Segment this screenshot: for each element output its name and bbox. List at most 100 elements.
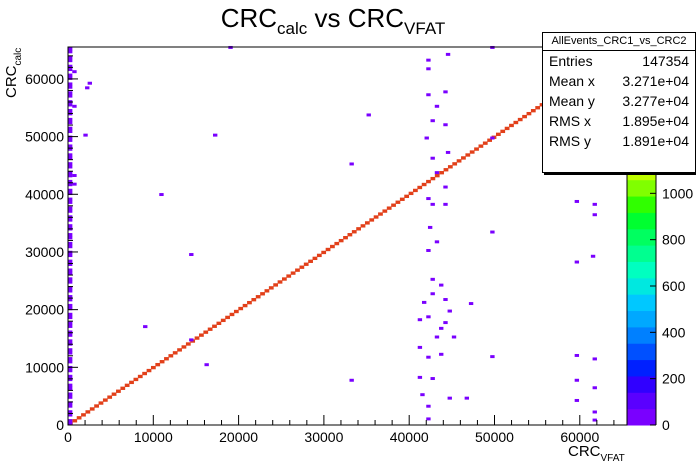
palette-swatch <box>627 179 656 197</box>
diagonal-cell <box>378 212 383 216</box>
sparse-cell <box>490 230 495 234</box>
sparse-cell <box>574 353 580 357</box>
edge-cell <box>68 73 73 77</box>
sparse-cell <box>430 202 435 206</box>
edge-cell <box>68 109 73 113</box>
edge-cell <box>68 153 73 157</box>
sparse-cell <box>426 417 431 421</box>
edge-cell <box>68 129 73 134</box>
diagonal-cell <box>264 289 270 293</box>
diagonal-cell <box>146 368 152 373</box>
sparse-cell <box>417 318 423 322</box>
edge-cell <box>68 120 73 125</box>
diagonal-cell <box>343 236 348 240</box>
diagonal-cell <box>281 277 287 281</box>
edge-cell <box>68 156 73 160</box>
sparse-cell <box>592 410 597 414</box>
sparse-cell <box>592 213 597 217</box>
edge-cell <box>68 191 73 196</box>
diagonal-cell <box>137 374 143 379</box>
sparse-cell <box>574 378 580 382</box>
stats-label: Entries <box>549 53 593 69</box>
edge-cell <box>68 182 73 187</box>
palette-swatch <box>627 343 656 361</box>
edge-cell <box>68 91 73 95</box>
diagonal-cell <box>443 168 449 172</box>
diagonal-cell <box>530 109 536 113</box>
edge-cell <box>68 392 73 396</box>
stats-row: RMS x 1.895e+04 <box>543 111 695 131</box>
edge-cell <box>68 383 73 388</box>
sparse-cell <box>366 113 371 117</box>
sparse-cell <box>574 260 580 264</box>
edge-cell <box>68 377 73 382</box>
edge-cell <box>68 85 73 89</box>
sparse-cell <box>464 396 470 400</box>
stats-value: 1.891e+04 <box>622 133 689 149</box>
sparse-cell <box>427 225 433 229</box>
sparse-cell <box>87 81 92 85</box>
stats-row: Mean y 3.277e+04 <box>543 91 695 111</box>
edge-cell <box>68 262 73 266</box>
sparse-cell <box>490 136 495 140</box>
diagonal-cell <box>426 179 431 184</box>
palette-swatch <box>627 294 656 312</box>
diagonal-cell <box>421 182 427 187</box>
diagonal-cell <box>482 141 488 145</box>
sparse-cell <box>434 240 440 244</box>
palette-swatch <box>627 277 656 295</box>
edge-cell <box>68 94 73 98</box>
edge-cell <box>68 244 73 249</box>
stats-row: Mean x 3.271e+04 <box>543 71 695 91</box>
sparse-cell <box>424 136 429 140</box>
diagonal-cell <box>452 162 458 166</box>
x-tick-label: 30000 <box>304 429 343 445</box>
sparse-cell <box>590 254 596 258</box>
sparse-cell <box>592 202 597 206</box>
sparse-cell <box>434 171 440 175</box>
diagonal-cell <box>382 209 388 213</box>
diagonal-cell <box>308 259 313 263</box>
diagonal-cell <box>495 132 501 136</box>
edge-cell <box>68 413 73 417</box>
stats-label: Mean y <box>549 93 595 109</box>
y-tick-label: 0 <box>56 417 64 433</box>
color-palette-bar: 0 200 400 600 800 1000 <box>627 147 693 433</box>
sparse-cell <box>443 185 448 189</box>
diagonal-cell <box>94 404 99 408</box>
edge-cell <box>68 330 73 334</box>
edge-cell <box>68 173 73 178</box>
diagonal-cell <box>85 410 91 414</box>
edge-cell <box>68 209 73 213</box>
edge-cell <box>68 357 73 361</box>
edge-cell <box>68 351 73 355</box>
sparse-cell <box>443 321 448 325</box>
edge-cell <box>68 271 73 275</box>
diagonal-cell <box>142 371 148 376</box>
x-tick-label: 10000 <box>134 429 173 445</box>
sparse-cell <box>434 335 440 339</box>
diagonal-cell <box>107 395 113 399</box>
edge-cell <box>68 144 73 148</box>
diagonal-cell <box>369 218 375 222</box>
sparse-cell <box>72 182 77 186</box>
diagonal-cell <box>299 265 305 269</box>
diagonal-cell <box>535 106 541 110</box>
edge-cell <box>68 126 73 131</box>
edge-cell <box>68 64 73 69</box>
edge-cell <box>68 277 73 281</box>
edge-cell <box>68 135 73 139</box>
sparse-cell <box>439 352 444 356</box>
edge-cell <box>68 200 73 204</box>
edge-cell <box>68 374 73 379</box>
edge-cell <box>68 289 73 293</box>
diagonal-cell <box>277 280 283 284</box>
diagonal-cell <box>225 315 230 320</box>
sparse-cell <box>83 133 88 137</box>
diagonal-cell <box>199 333 204 337</box>
sparse-cell <box>349 162 354 166</box>
edge-cell <box>68 224 73 228</box>
sparse-cell <box>72 104 77 108</box>
sparse-cell <box>447 396 452 400</box>
diagonal-cell <box>76 416 82 420</box>
